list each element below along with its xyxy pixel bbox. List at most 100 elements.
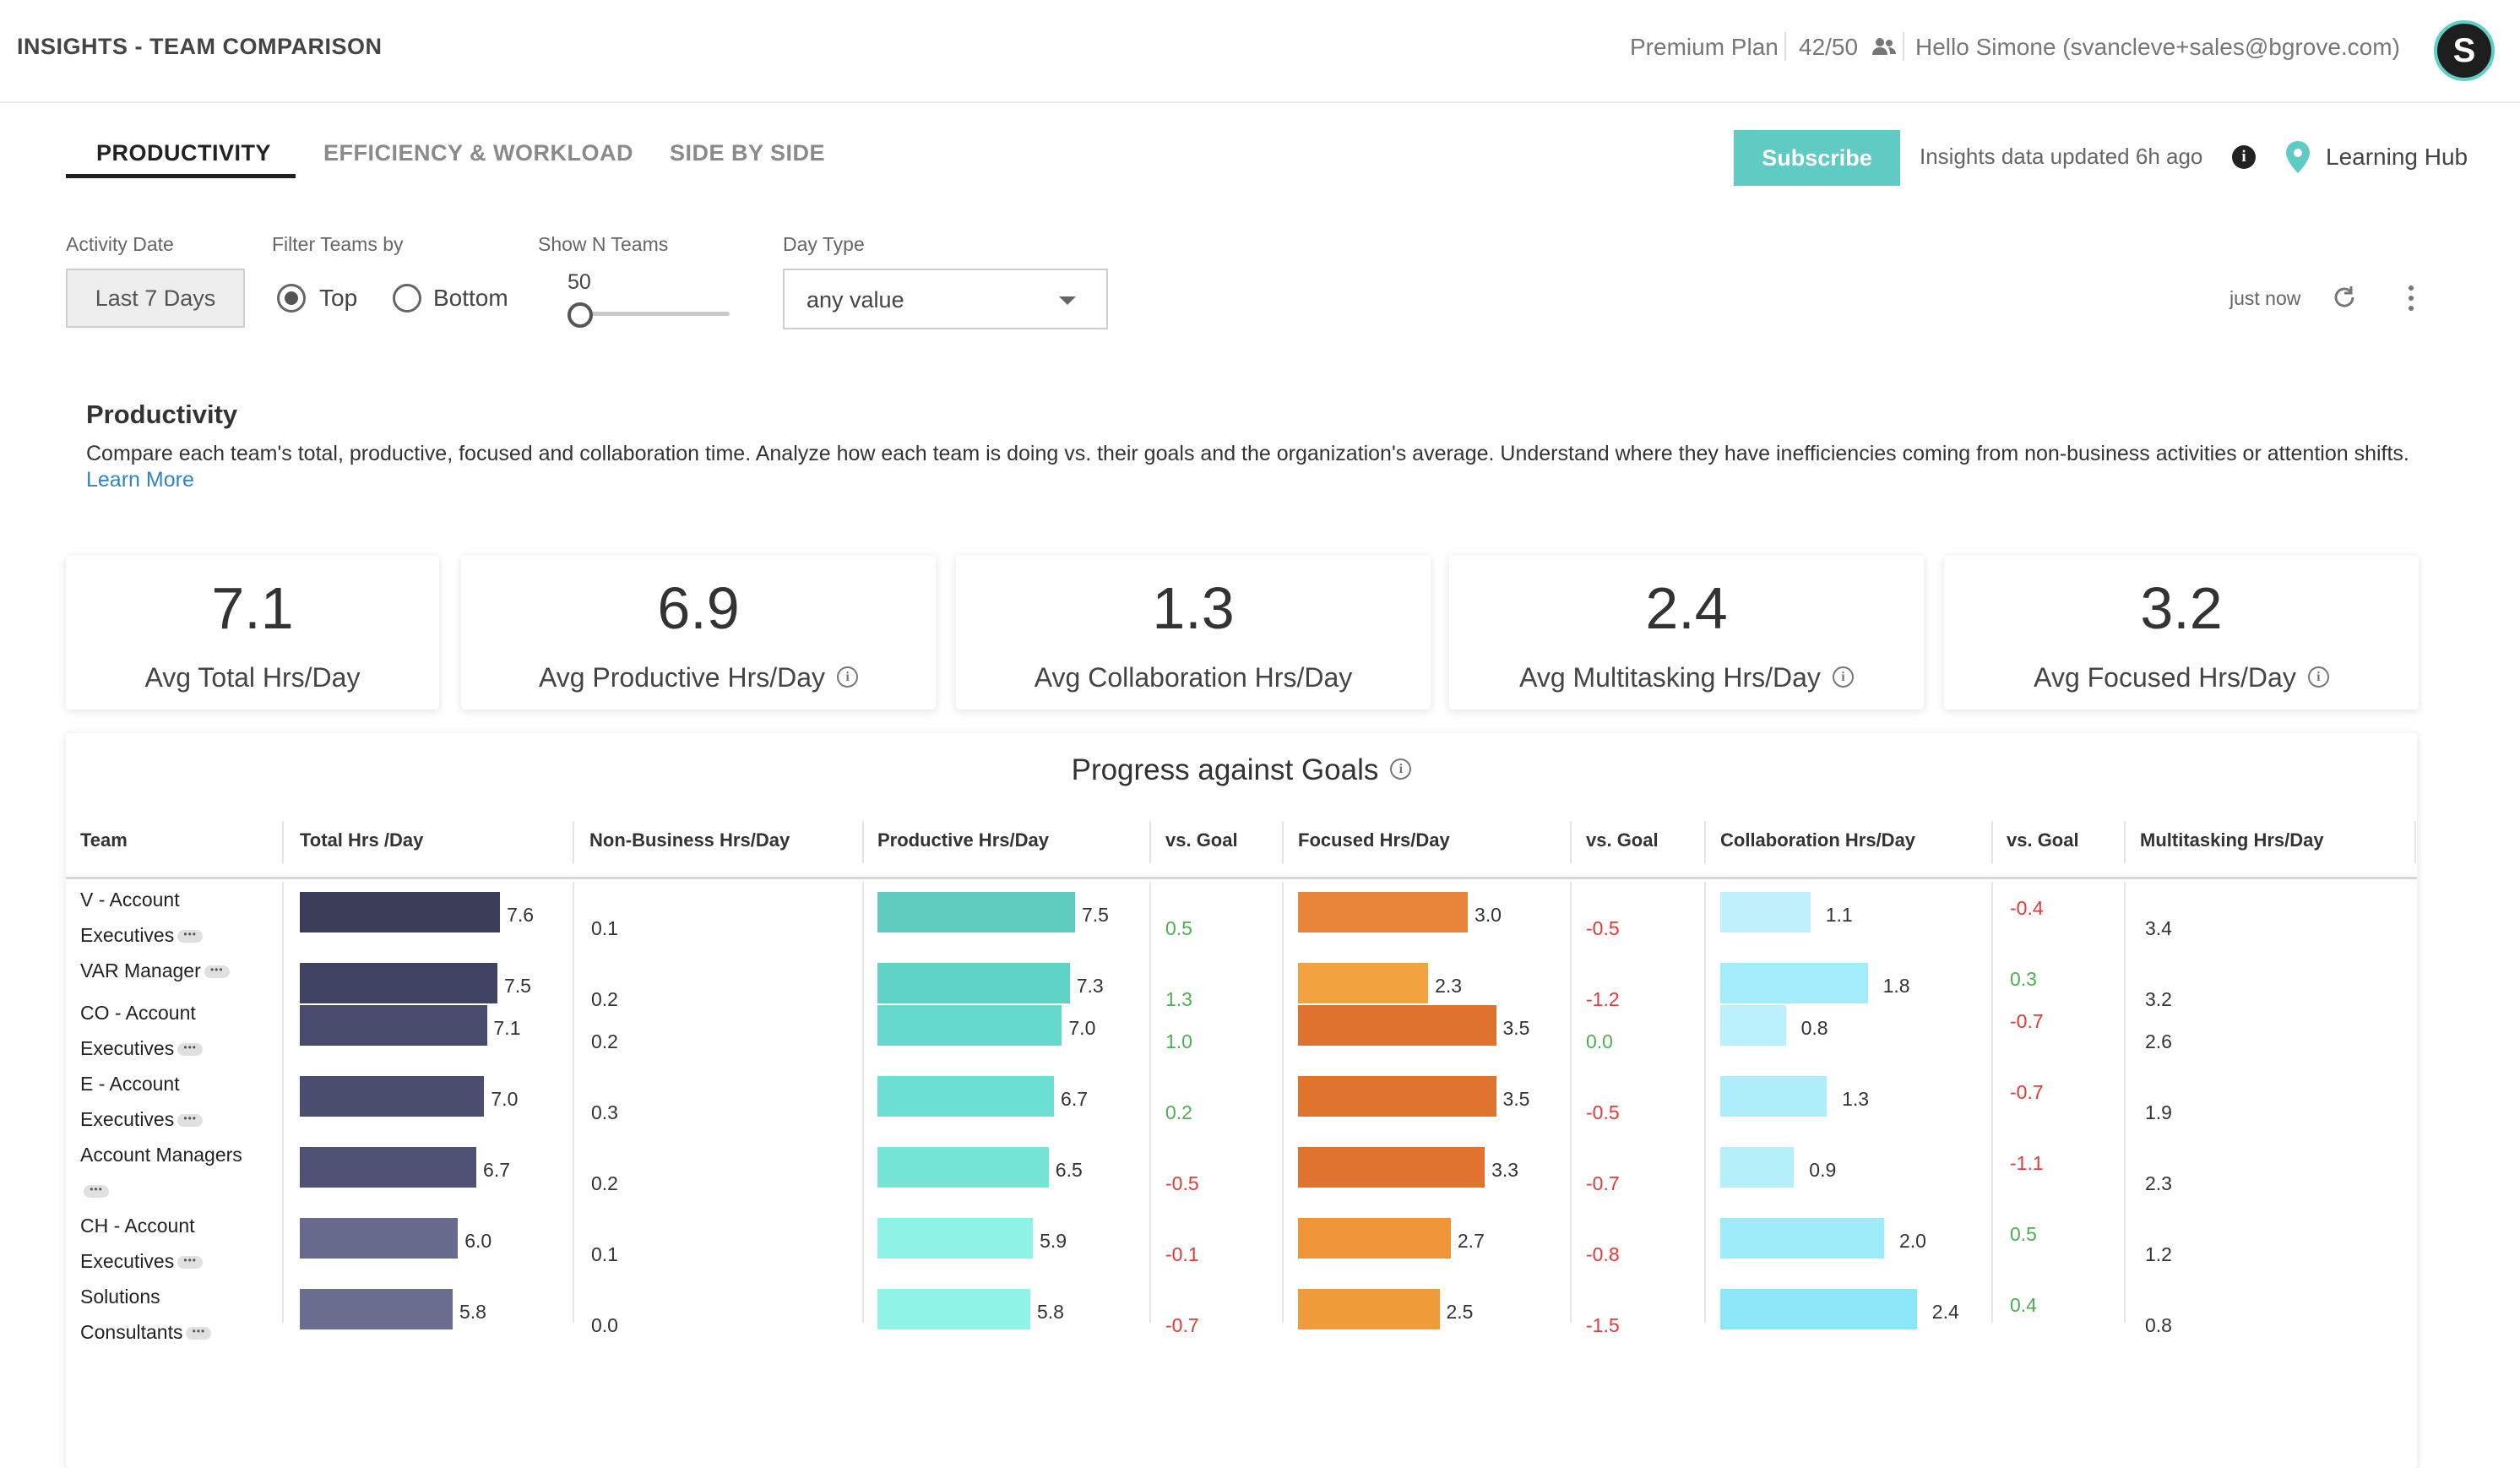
tab-side-by-side[interactable]: SIDE BY SIDE [670, 140, 826, 166]
team-name-text: Executives [80, 1250, 175, 1272]
team-name[interactable]: Account Managers ••• [80, 1137, 242, 1208]
info-icon[interactable]: i [2307, 666, 2329, 688]
location-pin-icon[interactable] [2284, 140, 2311, 174]
chevron-down-icon [1059, 296, 1076, 305]
data-updated-text: Insights data updated 6h ago [1920, 144, 2203, 169]
team-name-text: Executives [80, 924, 175, 946]
kpi-card-productive: 6.9 Avg Productive Hrs/Day i [461, 556, 936, 710]
radio-bottom-label[interactable]: Bottom [433, 285, 508, 311]
day-type-select[interactable]: any value [783, 269, 1108, 329]
more-dots-icon[interactable]: ••• [204, 965, 230, 979]
productive-bar [877, 1005, 1062, 1046]
more-dots-icon[interactable]: ••• [177, 1113, 204, 1128]
column-header-multitasking[interactable]: Multitasking Hrs/Day [2140, 829, 2324, 851]
active-tab-indicator [66, 174, 296, 178]
column-header-collab-goal[interactable]: vs. Goal [2007, 829, 2079, 851]
productive-value: 5.9 [1040, 1230, 1067, 1252]
team-name[interactable]: VAR Manager ••• [80, 953, 230, 988]
collaboration-bar [1720, 1218, 1884, 1259]
total-value: 6.7 [483, 1159, 511, 1181]
more-dots-icon[interactable]: ••• [84, 1184, 109, 1199]
more-dots-icon[interactable]: ••• [186, 1326, 212, 1340]
team-name[interactable]: E - Account Executives ••• [80, 1066, 204, 1137]
focused-vs-goal: -0.5 [1586, 1101, 1620, 1123]
tab-productivity[interactable]: PRODUCTIVITY [96, 140, 272, 166]
plan-label[interactable]: Premium Plan [1630, 34, 1779, 60]
slider-track[interactable] [571, 312, 730, 316]
focused-bar [1298, 892, 1468, 932]
team-name-line: Executives ••• [80, 1101, 204, 1137]
radio-top[interactable] [277, 284, 306, 313]
info-icon[interactable]: i [837, 666, 859, 688]
info-icon[interactable]: i [1390, 758, 1412, 780]
collaboration-bar [1720, 963, 1868, 1003]
user-greeting[interactable]: Hello Simone (svancleve+sales@bgrove.com… [1915, 34, 2400, 60]
activity-date-button[interactable]: Last 7 Days [66, 269, 245, 328]
kpi-card-focused: 3.2 Avg Focused Hrs/Day i [1944, 556, 2419, 710]
avatar[interactable]: S [2434, 20, 2495, 81]
more-dots-icon[interactable]: ••• [177, 1255, 204, 1270]
team-name[interactable]: CH - Account Executives ••• [80, 1208, 204, 1279]
column-header-focused[interactable]: Focused Hrs/Day [1298, 829, 1450, 851]
collaboration-vs-goal: 0.5 [2010, 1223, 2037, 1245]
multitasking-value: 0.8 [2145, 1314, 2172, 1336]
column-divider [1570, 882, 1572, 1323]
kebab-menu-icon[interactable] [2403, 284, 2420, 313]
tab-efficiency-workload[interactable]: EFFICIENCY & WORKLOAD [323, 140, 633, 166]
column-header-productive[interactable]: Productive Hrs/Day [877, 829, 1049, 851]
description-text: Compare each team's total, productive, f… [86, 442, 2409, 465]
team-name-text: Consultants [80, 1321, 183, 1343]
kpi-value: 7.1 [211, 575, 294, 641]
collaboration-vs-goal: -0.7 [2010, 1081, 2044, 1103]
productive-bar [877, 963, 1070, 1003]
column-header-prod-goal[interactable]: vs. Goal [1165, 829, 1238, 851]
team-name-line: ••• [80, 1172, 242, 1208]
team-name-text: Executives [80, 1037, 175, 1059]
productive-bar [877, 1076, 1055, 1117]
nonbusiness-value: 0.1 [591, 917, 618, 939]
productive-vs-goal: 0.2 [1165, 1101, 1192, 1123]
productive-value: 5.8 [1036, 1301, 1064, 1323]
filter-teams-label: Filter Teams by [272, 233, 404, 255]
productive-vs-goal: -0.5 [1165, 1172, 1199, 1194]
column-divider [1282, 882, 1284, 1323]
column-divider [282, 821, 284, 863]
multitasking-value: 1.2 [2145, 1243, 2172, 1265]
collaboration-bar [1720, 1076, 1828, 1117]
info-icon[interactable]: i [1832, 666, 1854, 688]
total-bar [300, 963, 497, 1003]
slider-handle[interactable] [568, 302, 593, 328]
table-body: V - Account Executives ••• 7.6 0.1 7.5 0.5 3.0-… [66, 733, 2417, 1468]
info-icon[interactable]: i [2232, 145, 2256, 169]
collaboration-bar [1720, 892, 1811, 932]
app-title: INSIGHTS - TEAM COMPARISON [17, 34, 383, 59]
team-name-line: Executives ••• [80, 917, 204, 953]
productive-value: 6.5 [1055, 1159, 1083, 1181]
more-dots-icon[interactable]: ••• [177, 1042, 204, 1057]
column-header-focus-goal[interactable]: vs. Goal [1586, 829, 1659, 851]
collaboration-value: 0.9 [1809, 1159, 1837, 1181]
column-header-team[interactable]: Team [80, 829, 128, 851]
focused-vs-goal: -0.7 [1586, 1172, 1620, 1194]
divider [1784, 32, 1786, 61]
more-dots-icon[interactable]: ••• [177, 929, 204, 943]
productive-vs-goal: 1.0 [1165, 1030, 1192, 1052]
team-name[interactable]: Solutions Consultants ••• [80, 1279, 212, 1350]
column-header-nonbusiness[interactable]: Non-Business Hrs/Day [589, 829, 790, 851]
team-name[interactable]: V - Account Executives ••• [80, 882, 204, 953]
column-header-collaboration[interactable]: Collaboration Hrs/Day [1720, 829, 1916, 851]
focused-bar [1298, 1147, 1485, 1188]
learning-hub-link[interactable]: Learning Hub [2326, 144, 2468, 170]
column-header-total[interactable]: Total Hrs /Day [300, 829, 424, 851]
focused-value: 2.5 [1446, 1301, 1474, 1323]
team-name[interactable]: CO - Account Executives ••• [80, 995, 204, 1066]
refresh-icon[interactable] [2331, 284, 2358, 311]
radio-bottom[interactable] [393, 284, 421, 313]
radio-top-label[interactable]: Top [319, 285, 358, 311]
learn-more-link[interactable]: Learn More [86, 468, 194, 492]
productive-bar [877, 1218, 1034, 1259]
team-name-line: Account Managers [80, 1137, 242, 1172]
focused-vs-goal: -0.8 [1586, 1243, 1620, 1265]
subscribe-button[interactable]: Subscribe [1734, 130, 1900, 186]
section-description: Compare each team's total, productive, f… [86, 441, 2417, 493]
